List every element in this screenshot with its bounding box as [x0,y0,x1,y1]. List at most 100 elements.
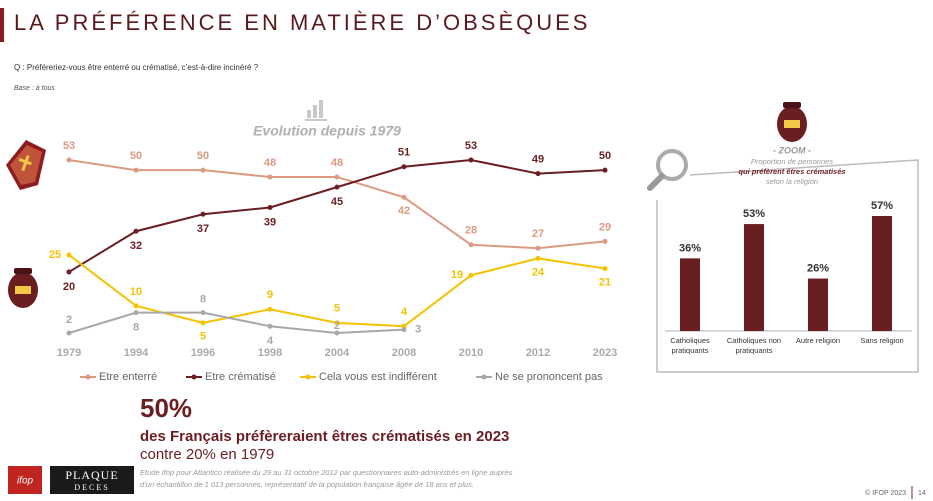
series-point [468,157,474,163]
data-label: 49 [532,153,544,165]
data-label: 37 [197,223,209,235]
series-point [133,228,139,234]
series-point [66,269,72,275]
series-point [66,157,72,163]
legend-label: Ne se prononcent pas [495,371,603,383]
question: Q : Préféreriez-vous être enterré ou cré… [14,63,259,72]
data-label: 50 [197,150,209,162]
ifop-logo-text: ifop [17,476,34,487]
data-label: 53 [465,140,477,152]
urn-icon [8,268,38,308]
page-number: 14 [918,490,926,497]
x-tick-label: 2010 [459,347,483,359]
data-label: 57% [871,200,893,212]
series-point [267,204,273,210]
legend: Etre enterré Etre crématisé Cela vous est … [80,371,603,383]
data-label: 10 [130,286,142,298]
legend-label: Etre enterré [99,371,157,383]
legend-swatch-dot [85,374,91,380]
data-label: 48 [331,157,343,169]
data-label: 4 [401,306,408,318]
data-label: 50 [599,150,611,162]
series-point [334,320,340,326]
legend-swatch-dot [305,374,311,380]
x-tick-label: Catholiques [670,336,710,345]
data-label: 48 [264,157,276,169]
data-label: 5 [334,303,340,315]
bar [872,216,892,331]
data-label: 21 [599,276,611,288]
data-label: 28 [465,225,477,237]
x-tick-label: 2004 [325,347,350,359]
data-label: 8 [200,294,206,306]
study-note: d’un échantillon de 1 013 personnes, rep… [140,480,474,489]
legend-swatch-dot [481,374,487,380]
series-point [267,306,273,312]
data-label: 32 [130,240,142,252]
highlight-value: 50% [140,393,192,423]
data-label: 36% [679,242,701,254]
x-tick-label: 2023 [593,347,617,359]
x-tick-label: 2008 [392,347,416,359]
plaque-logo [50,466,134,494]
series-point [334,184,340,190]
data-label: 42 [398,205,410,217]
series-point [334,174,340,180]
data-label: 2 [66,314,72,326]
data-label: 45 [331,196,343,208]
zoom-subtitle: qui préfèrent êtres crématisés [738,167,845,176]
data-label: 25 [49,249,61,261]
series-point [401,194,407,200]
series-point [535,171,541,177]
zoom-frame [656,159,919,373]
data-label: 53% [743,208,765,220]
x-tick-label: pratiquants [671,346,708,355]
series-point [602,167,608,173]
slide-title: LA PRÉFÉRENCE EN MATIÈRE D’OBSÈQUES [14,10,590,35]
x-tick-label: 1996 [191,347,215,359]
bar [744,224,764,331]
series-point [200,211,206,217]
data-label: 20 [63,281,75,293]
copyright: © IFOP 2023 [865,489,906,497]
line-chart: 1979 1994 1996 1998 2004 2008 2010 2012 20235350… [49,140,617,359]
series-point [133,303,139,309]
series-point [200,320,206,326]
x-tick-label: Autre religion [796,336,840,345]
series-point [334,330,340,336]
ifop-logo [8,466,42,494]
series-point [602,238,608,244]
urn-icon [777,102,807,142]
data-label: 9 [267,289,273,301]
legend-label: Etre crématisé [205,371,276,383]
data-label: 8 [133,322,139,334]
series-point [267,323,273,329]
bar [680,258,700,331]
coffin-icon [6,140,46,190]
series-point [267,174,273,180]
data-label: 26% [807,262,829,274]
zoom-subtitle: selon la religion [766,177,818,186]
series-line [68,311,405,335]
bar-chart: 36%Catholiquespratiquants53%Catholiques … [665,200,912,355]
data-label: 51 [398,147,410,159]
plaque-logo-text: DECES [74,483,109,492]
x-tick-label: 1998 [258,347,282,359]
series-point [401,327,407,333]
data-label: 29 [599,221,611,233]
legend-label: Cela vous est indifférent [319,371,437,383]
legend-swatch-dot [191,374,197,380]
series-point [200,167,206,173]
x-tick-label: 1994 [124,347,149,359]
zoom-subtitle: Proportion de personnes [751,157,833,166]
line-chart-title: Evolution depuis 1979 [253,123,401,139]
plaque-logo-text: PLAQUE [65,468,118,482]
series-point [133,310,139,316]
x-tick-label: 1979 [57,347,81,359]
x-tick-label: 2012 [526,347,550,359]
series-point [468,272,474,278]
data-label: 4 [267,335,274,347]
series-point [535,255,541,261]
